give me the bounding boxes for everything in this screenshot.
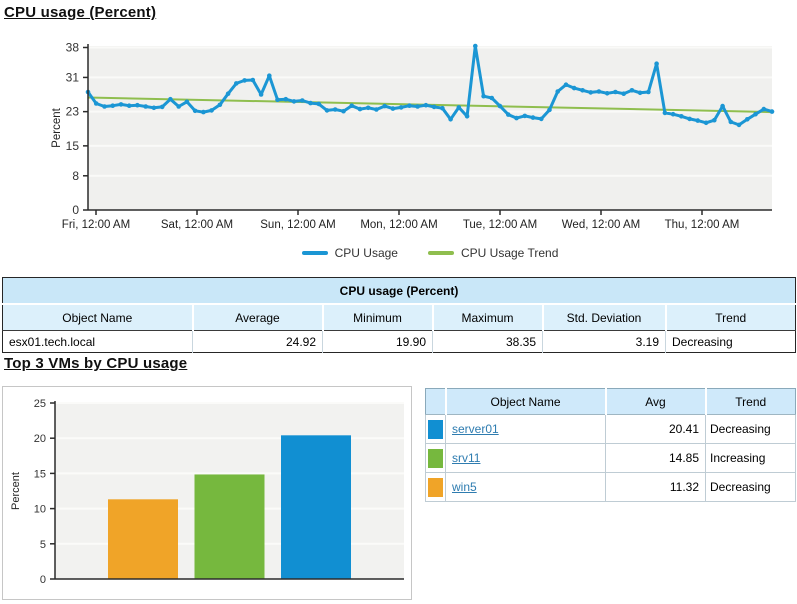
- summary-cell-std_deviation: 3.19: [542, 330, 666, 353]
- x-axis-tick-label: Wed, 12:00 AM: [562, 219, 640, 231]
- x-axis-tick-label: Tue, 12:00 AM: [463, 219, 537, 231]
- y-axis-tick-label: 20: [34, 433, 46, 445]
- legend-line-swatch-icon: [427, 251, 454, 255]
- summary-column-header: Average: [191, 304, 323, 331]
- top-vms-bar-chart-panel: 0 5 10 15 20 25 Percent: [2, 386, 412, 600]
- vm-avg-cell: 11.32: [605, 472, 706, 502]
- y-axis-tick-label: 10: [34, 504, 46, 516]
- vm-color-swatch-cell: [425, 443, 446, 473]
- vm-series-color-swatch: [428, 419, 443, 439]
- vm-series-color-swatch: [428, 448, 443, 468]
- vm-column-header: Object Name: [444, 388, 606, 415]
- vm-trend-cell: Decreasing: [705, 472, 796, 502]
- summary-cell-maximum: 38.35: [432, 330, 543, 353]
- vm-object-link[interactable]: srv11: [452, 451, 481, 465]
- cpu-usage-chart-legend: CPU Usage CPU Usage Trend: [88, 246, 772, 260]
- y-axis-title: Percent: [51, 107, 63, 147]
- summary-column-header: Minimum: [321, 304, 433, 331]
- legend-label: CPU Usage Trend: [460, 246, 559, 260]
- top-vms-bar-chart: 0 5 10 15 20 25 Percent: [10, 398, 404, 586]
- vm-table-row: server01 20.41 Decreasing: [425, 414, 796, 444]
- vm-color-swatch-cell: [425, 472, 446, 502]
- y-axis-tick-label: 5: [40, 539, 46, 551]
- summary-cell-trend: Decreasing: [664, 330, 796, 353]
- y-axis-tick-label: 38: [66, 40, 80, 54]
- vm-trend-cell: Decreasing: [705, 414, 796, 444]
- vm-object-cell: win5: [445, 472, 606, 502]
- top-vms-table-header-row: Object Name Avg Trend: [425, 388, 796, 415]
- vm-object-link[interactable]: server01: [452, 422, 499, 436]
- y-axis-tick-label: 23: [66, 105, 80, 119]
- y-axis-tick-label: 15: [66, 139, 80, 153]
- legend-item: CPU Usage: [301, 246, 398, 260]
- summary-table-title: CPU usage (Percent): [2, 277, 796, 305]
- summary-column-header: Trend: [664, 304, 796, 331]
- x-axis-tick-label: Sun, 12:00 AM: [260, 219, 335, 231]
- vm-column-header: Avg: [604, 388, 706, 415]
- vm-table-row: srv11 14.85 Increasing: [425, 443, 796, 473]
- y-axis-tick-label: 25: [34, 398, 46, 410]
- vm-avg-cell: 20.41: [605, 414, 706, 444]
- vm-avg-cell: 14.85: [605, 443, 706, 473]
- cpu-usage-line-chart: 0 8 15 23 31 38 Fri, 12:00 AM Sat, 12:00 AM Sun,…: [51, 40, 775, 231]
- vm-object-cell: srv11: [445, 443, 606, 473]
- top-vms-section-title: Top 3 VMs by CPU usage: [4, 355, 188, 372]
- top-vms-table: Object Name Avg Trend server01 20.41 Decreas…: [425, 388, 796, 502]
- x-axis-tick-label: Fri, 12:00 AM: [62, 219, 130, 231]
- legend-label: CPU Usage: [334, 246, 398, 260]
- vm-column-header: Trend: [704, 388, 796, 415]
- vm-object-cell: server01: [445, 414, 606, 444]
- summary-table-title-row: CPU usage (Percent): [2, 277, 796, 305]
- legend-line-swatch-icon: [301, 251, 328, 255]
- summary-table-header-row: Object Name Average Minimum Maximum Std. Dev…: [2, 304, 796, 331]
- y-axis-tick-label: 15: [34, 468, 46, 480]
- y-axis-tick-label: 0: [72, 203, 79, 217]
- vm-series-color-swatch: [428, 477, 443, 497]
- summary-cell-minimum: 19.90: [322, 330, 433, 353]
- bar-win5: [108, 499, 178, 579]
- summary-column-header: Maximum: [431, 304, 543, 331]
- vm-object-link[interactable]: win5: [452, 480, 477, 494]
- x-axis-tick-label: Mon, 12:00 AM: [360, 219, 437, 231]
- y-axis-title: Percent: [10, 472, 22, 510]
- legend-item: CPU Usage Trend: [427, 246, 559, 260]
- vm-table-row: win5 11.32 Decreasing: [425, 472, 796, 502]
- summary-table-row: esx01.tech.local 24.92 19.90 38.35 3.19 Decre…: [2, 330, 796, 353]
- x-axis-tick-label: Sat, 12:00 AM: [161, 219, 233, 231]
- y-axis-tick-label: 31: [66, 70, 80, 84]
- summary-cell-object: esx01.tech.local: [2, 330, 193, 353]
- cpu-usage-section-title: CPU usage (Percent): [4, 4, 157, 21]
- y-axis-tick-label: 0: [40, 574, 46, 586]
- cpu-usage-summary-table: CPU usage (Percent) Object Name Average Mi…: [2, 277, 797, 353]
- y-axis-tick-label: 8: [72, 169, 79, 183]
- vm-trend-cell: Increasing: [705, 443, 796, 473]
- vm-color-swatch-cell: [425, 414, 446, 444]
- summary-column-header: Object Name: [2, 304, 193, 331]
- bar-server01: [281, 435, 351, 579]
- x-axis-tick-label: Thu, 12:00 AM: [665, 219, 740, 231]
- summary-cell-average: 24.92: [192, 330, 323, 353]
- summary-column-header: Std. Deviation: [541, 304, 666, 331]
- bar-srv11: [194, 474, 265, 579]
- vm-column-header: [425, 388, 446, 415]
